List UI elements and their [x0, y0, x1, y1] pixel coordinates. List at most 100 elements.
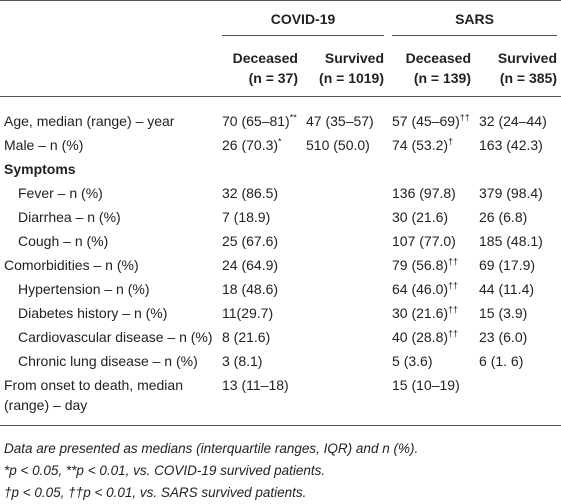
group-label: SARS — [392, 9, 558, 36]
cell: 107 (77.0) — [392, 233, 456, 249]
corner — [0, 42, 218, 97]
row-label: Hypertension – n (%) — [18, 281, 150, 297]
cell-value: 57 (45–69) — [392, 113, 460, 129]
cell: 74 (53.2)† — [388, 133, 475, 157]
cell-value: 26 (70.3) — [222, 137, 279, 153]
row: Symptoms — [0, 157, 561, 181]
row-label: Comorbidities – n (%) — [4, 257, 139, 273]
group-label: COVID-19 — [222, 9, 385, 36]
cell: 18 (48.6) — [222, 281, 279, 297]
row: Cough – n (%) 25 (67.6) 107 (77.0) 185 (48.… — [0, 229, 561, 253]
cell-value: 64 (46.0) — [392, 281, 449, 297]
row: Hypertension – n (%) 18 (48.6) 64 (46.0)††… — [0, 277, 561, 301]
row: Chronic lung disease – n (%) 3 (8.1) 5 (3.… — [0, 349, 561, 373]
significance: †† — [459, 112, 470, 123]
row: Male – n (%) 26 (70.3)* 510 (50.0) 74 (53.2… — [0, 133, 561, 157]
column-n: (n = 1019) — [319, 70, 385, 86]
column-n: (n = 37) — [248, 70, 298, 86]
cell: 25 (67.6) — [222, 233, 279, 249]
significance: † — [448, 136, 454, 147]
row-label: Cough – n (%) — [18, 233, 109, 249]
cell: 30 (21.6) — [392, 209, 449, 225]
cell: 15 (10–19) — [392, 377, 460, 393]
cell-value: 30 (21.6) — [392, 305, 449, 321]
cell: 13 (11–18) — [222, 377, 289, 393]
column-label: Survived — [497, 50, 558, 66]
cell: 23 (6.0) — [479, 329, 528, 345]
cell: 26 (6.8) — [479, 209, 528, 225]
cell: 79 (56.8)†† — [388, 253, 475, 277]
significance: †† — [448, 328, 459, 339]
row-label: Chronic lung disease – n (%) — [18, 353, 198, 369]
row: Diarrhea – n (%) 7 (18.9) 30 (21.6) 26 (6.8… — [0, 205, 561, 229]
cell: 69 (17.9) — [479, 257, 536, 273]
cell: 6 (1. 6) — [479, 353, 524, 369]
row: Fever – n (%) 32 (86.5) 136 (97.8) 379 (98.… — [0, 181, 561, 205]
cell: 70 (65–81)** — [218, 97, 302, 134]
cell: 64 (46.0)†† — [388, 277, 475, 301]
cell: 26 (70.3)* — [218, 133, 302, 157]
column-header: Survived (n = 1019) — [302, 42, 389, 97]
row-label: Age, median (range) – year — [4, 113, 175, 129]
footnotes: Data are presented as medians (interquar… — [0, 426, 561, 504]
cell: 32 (86.5) — [222, 185, 279, 201]
significance: †† — [448, 256, 459, 267]
cell-value: 70 (65–81) — [222, 113, 290, 129]
row: Diabetes history – n (%) 11(29.7) 30 (21.6… — [0, 301, 561, 325]
data-table: COVID-19 SARS Deceased (n = 37) Survived (n =… — [0, 0, 561, 426]
row-label: Male – n (%) — [4, 137, 84, 153]
cell: 163 (42.3) — [479, 137, 543, 153]
cell: 185 (48.1) — [479, 233, 543, 249]
section-label: Symptoms — [4, 161, 76, 177]
row-label: Diabetes history – n (%) — [18, 305, 168, 321]
cell — [302, 301, 388, 325]
column-header: Deceased (n = 37) — [218, 42, 302, 97]
cell — [302, 181, 388, 205]
cell — [302, 373, 388, 426]
column-n: (n = 139) — [413, 70, 472, 86]
column-label: Deceased — [405, 50, 472, 66]
row: Age, median (range) – year 70 (65–81)** 47… — [0, 97, 561, 134]
row: Cardiovascular disease – n (%) 8 (21.6) 40… — [0, 325, 561, 349]
cell: 15 (3.9) — [479, 305, 528, 321]
footnote: *p < 0.05, **p < 0.01, vs. COVID-19 surv… — [4, 463, 326, 478]
cell — [302, 253, 388, 277]
cell — [302, 325, 388, 349]
cell: 379 (98.4) — [479, 185, 543, 201]
cell: 510 (50.0) — [306, 137, 370, 153]
cell — [302, 349, 388, 373]
row: From onset to death, median (range) – da… — [0, 373, 561, 426]
row-label: From onset to death, median (range) – da… — [4, 377, 183, 413]
cell — [302, 205, 388, 229]
footnote: Data are presented as medians (interquar… — [4, 441, 419, 456]
cell: 40 (28.8)†† — [388, 325, 475, 349]
cell-value: 79 (56.8) — [392, 257, 449, 273]
row: Comorbidities – n (%) 24 (64.9) 79 (56.8)†… — [0, 253, 561, 277]
table-body: Age, median (range) – year 70 (65–81)** 47… — [0, 97, 561, 426]
cell-value: 40 (28.8) — [392, 329, 449, 345]
column-label: Survived — [324, 50, 385, 66]
cell — [475, 373, 561, 426]
cell: 11(29.7) — [222, 305, 274, 321]
cell — [302, 229, 388, 253]
group-row: COVID-19 SARS — [0, 1, 561, 43]
column-row: Deceased (n = 37) Survived (n = 1019) Deceas… — [0, 42, 561, 97]
cell: 24 (64.9) — [222, 257, 279, 273]
column-header: Survived (n = 385) — [475, 42, 561, 97]
cell: 32 (24–44) — [479, 113, 547, 129]
cell: 3 (8.1) — [222, 353, 263, 369]
cell: 30 (21.6)†† — [388, 301, 475, 325]
cell: 136 (97.8) — [392, 185, 456, 201]
cell: 47 (35–57) — [306, 113, 374, 129]
column-n: (n = 385) — [499, 70, 558, 86]
row-label: Cardiovascular disease – n (%) — [18, 329, 213, 345]
cell: 5 (3.6) — [392, 353, 433, 369]
cell: 44 (11.4) — [479, 281, 535, 297]
group-header: SARS — [388, 1, 561, 43]
cell: 7 (18.9) — [222, 209, 271, 225]
cell-value: 74 (53.2) — [392, 137, 449, 153]
significance: ** — [289, 112, 297, 123]
column-label: Deceased — [232, 50, 298, 66]
group-header: COVID-19 — [218, 1, 388, 43]
significance: * — [278, 136, 282, 147]
